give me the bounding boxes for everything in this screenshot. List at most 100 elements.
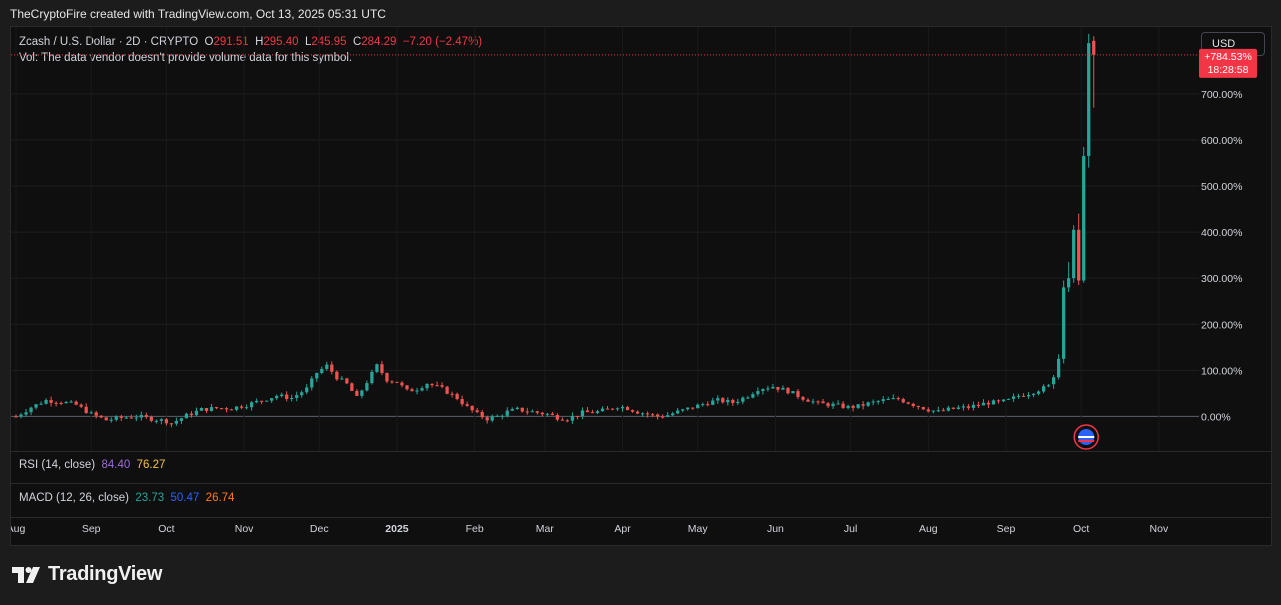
x-tick-label: Sep: [997, 523, 1016, 535]
candle-body: [901, 399, 905, 403]
candle-body: [676, 410, 680, 414]
candle-body: [741, 397, 745, 402]
candle-body: [159, 419, 164, 421]
candle-body: [756, 391, 760, 395]
candle-body: [435, 385, 439, 387]
candle-body: [971, 404, 976, 408]
candle-body: [595, 411, 600, 414]
candle-body: [24, 412, 28, 415]
rsi-separator: [11, 451, 1271, 452]
macd-legend: MACD (12, 26, close) 23.73 50.47 26.74: [19, 492, 234, 504]
candle-body: [94, 412, 98, 416]
candle-body: [976, 404, 981, 406]
candle-body: [410, 389, 414, 392]
candle-body: [460, 399, 464, 405]
candle-body: [450, 393, 454, 395]
candle-body: [796, 391, 800, 397]
candle-body: [1067, 278, 1071, 288]
x-tick-label: Nov: [235, 523, 254, 535]
candle-body: [736, 401, 740, 404]
candle-body: [826, 403, 830, 407]
candle-body: [370, 371, 374, 384]
open-label: O: [204, 36, 214, 48]
candle-body: [545, 413, 549, 415]
chart-frame: Zcash / U.S. Dollar · 2D · CRYPTO O291.5…: [10, 26, 1272, 546]
candle-body: [701, 404, 705, 406]
candle-body: [630, 410, 635, 412]
candle-body: [911, 403, 915, 406]
candle-body: [565, 420, 570, 422]
candle-body: [129, 417, 133, 419]
candle-body: [400, 382, 404, 386]
candle-body: [806, 399, 810, 402]
candle-body: [134, 417, 138, 419]
candle-body: [340, 378, 344, 380]
tradingview-logo: TradingView: [12, 563, 162, 586]
candle-body: [1046, 385, 1051, 387]
us-flag-stripe: [1078, 436, 1095, 438]
candle-body: [931, 410, 935, 412]
candle-body: [395, 381, 399, 383]
candle-body: [69, 401, 73, 403]
candle-body: [139, 415, 143, 418]
candle-body: [876, 401, 880, 403]
symbol-legend: Zcash / U.S. Dollar · 2D · CRYPTO O291.5…: [19, 36, 482, 48]
candle-body: [34, 404, 38, 408]
candle-body: [640, 413, 645, 415]
candle-body: [801, 396, 805, 400]
candle-body: [615, 408, 620, 410]
us-flag-stripe: [1078, 440, 1095, 442]
candle-body: [440, 385, 444, 387]
candle-body: [114, 416, 118, 420]
candle-body: [1082, 156, 1086, 281]
candle-body: [991, 400, 996, 405]
candle-body: [234, 406, 239, 410]
close-label: C: [352, 36, 362, 48]
candle-body: [390, 381, 394, 383]
candle-body: [761, 389, 765, 392]
candle-body: [776, 386, 780, 390]
candle-body: [219, 408, 224, 410]
candle-body: [585, 410, 590, 413]
candle-body: [64, 401, 68, 404]
x-tick-label: Oct: [1073, 523, 1089, 535]
x-tick-label: 2025: [385, 523, 409, 535]
candle-body: [906, 402, 910, 404]
y-tick-label: 500.00%: [1201, 181, 1242, 193]
price-tag-countdown: 18:28:58: [1208, 64, 1249, 76]
candle-body: [696, 404, 700, 409]
candle-body: [861, 404, 865, 406]
y-tick-label: 400.00%: [1201, 227, 1242, 239]
high-label: H: [255, 36, 264, 48]
x-tick-label: Aug: [919, 523, 938, 535]
price-tag-box: [1199, 48, 1257, 78]
candle-body: [244, 407, 249, 409]
candle-body: [1052, 377, 1056, 385]
candle-body: [1031, 393, 1036, 396]
candle-body: [671, 413, 675, 416]
x-tick-label: Mar: [536, 523, 555, 535]
candle-body: [224, 408, 229, 410]
candle-body: [966, 406, 971, 408]
candle-body: [600, 408, 605, 412]
candle-body: [19, 414, 23, 417]
candle-body: [751, 394, 755, 398]
candle-body: [816, 401, 820, 403]
candle-body: [766, 388, 770, 390]
candle-body: [475, 410, 479, 413]
candle-body: [295, 395, 299, 399]
candle-body: [305, 387, 309, 393]
candle-body: [625, 407, 630, 411]
x-tick-label: Sep: [82, 523, 101, 535]
candle-body: [54, 402, 58, 404]
y-tick-label: 100.00%: [1201, 365, 1242, 377]
candle-body: [365, 383, 369, 391]
candle-body: [951, 407, 956, 409]
candle-body: [535, 411, 539, 413]
candle-body: [204, 407, 209, 411]
candle-body: [164, 419, 169, 424]
candle-body: [525, 411, 529, 413]
candle-body: [79, 404, 83, 407]
price-chart[interactable]: 0.00% 100.00% 200.00% 300.00% 400.00% 500.00%…: [11, 27, 1271, 545]
candle-body: [59, 402, 63, 404]
